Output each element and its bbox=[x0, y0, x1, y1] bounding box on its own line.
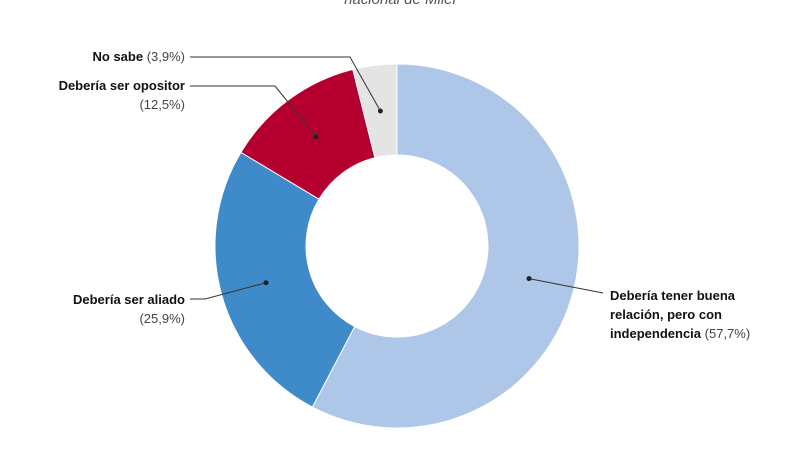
leader-dot bbox=[263, 280, 269, 286]
value-label: (25,9%) bbox=[139, 311, 185, 326]
leader-line bbox=[190, 282, 267, 300]
slice-label: Debería ser opositor (12,5%) bbox=[25, 76, 185, 114]
donut-segment bbox=[214, 151, 356, 408]
category-label: No sabe bbox=[92, 49, 144, 64]
value-label: (3,9%) bbox=[146, 49, 185, 64]
donut-segment bbox=[352, 63, 398, 159]
slice-label: Debería ser aliado (25,9%) bbox=[25, 290, 185, 328]
leader-dot bbox=[313, 134, 319, 140]
slice-label: No sabe (3,9%) bbox=[25, 47, 186, 66]
category-label: Debería ser opositor bbox=[58, 78, 185, 93]
value-label: (57,7%) bbox=[704, 326, 751, 341]
chart-subtitle: nacional de Milei bbox=[0, 0, 800, 8]
leader-dot bbox=[377, 108, 383, 114]
value-label: (12,5%) bbox=[139, 97, 185, 112]
leader-line bbox=[190, 56, 381, 112]
donut-segment bbox=[311, 63, 580, 429]
leader-line bbox=[528, 278, 604, 294]
leader-line bbox=[190, 85, 317, 138]
category-label: Debería ser aliado bbox=[73, 292, 185, 307]
leader-dot bbox=[526, 276, 532, 282]
slice-label: Debería tener buena relación, pero con i… bbox=[610, 286, 770, 343]
category-label: Debería tener buena relación, pero con i… bbox=[610, 288, 735, 341]
